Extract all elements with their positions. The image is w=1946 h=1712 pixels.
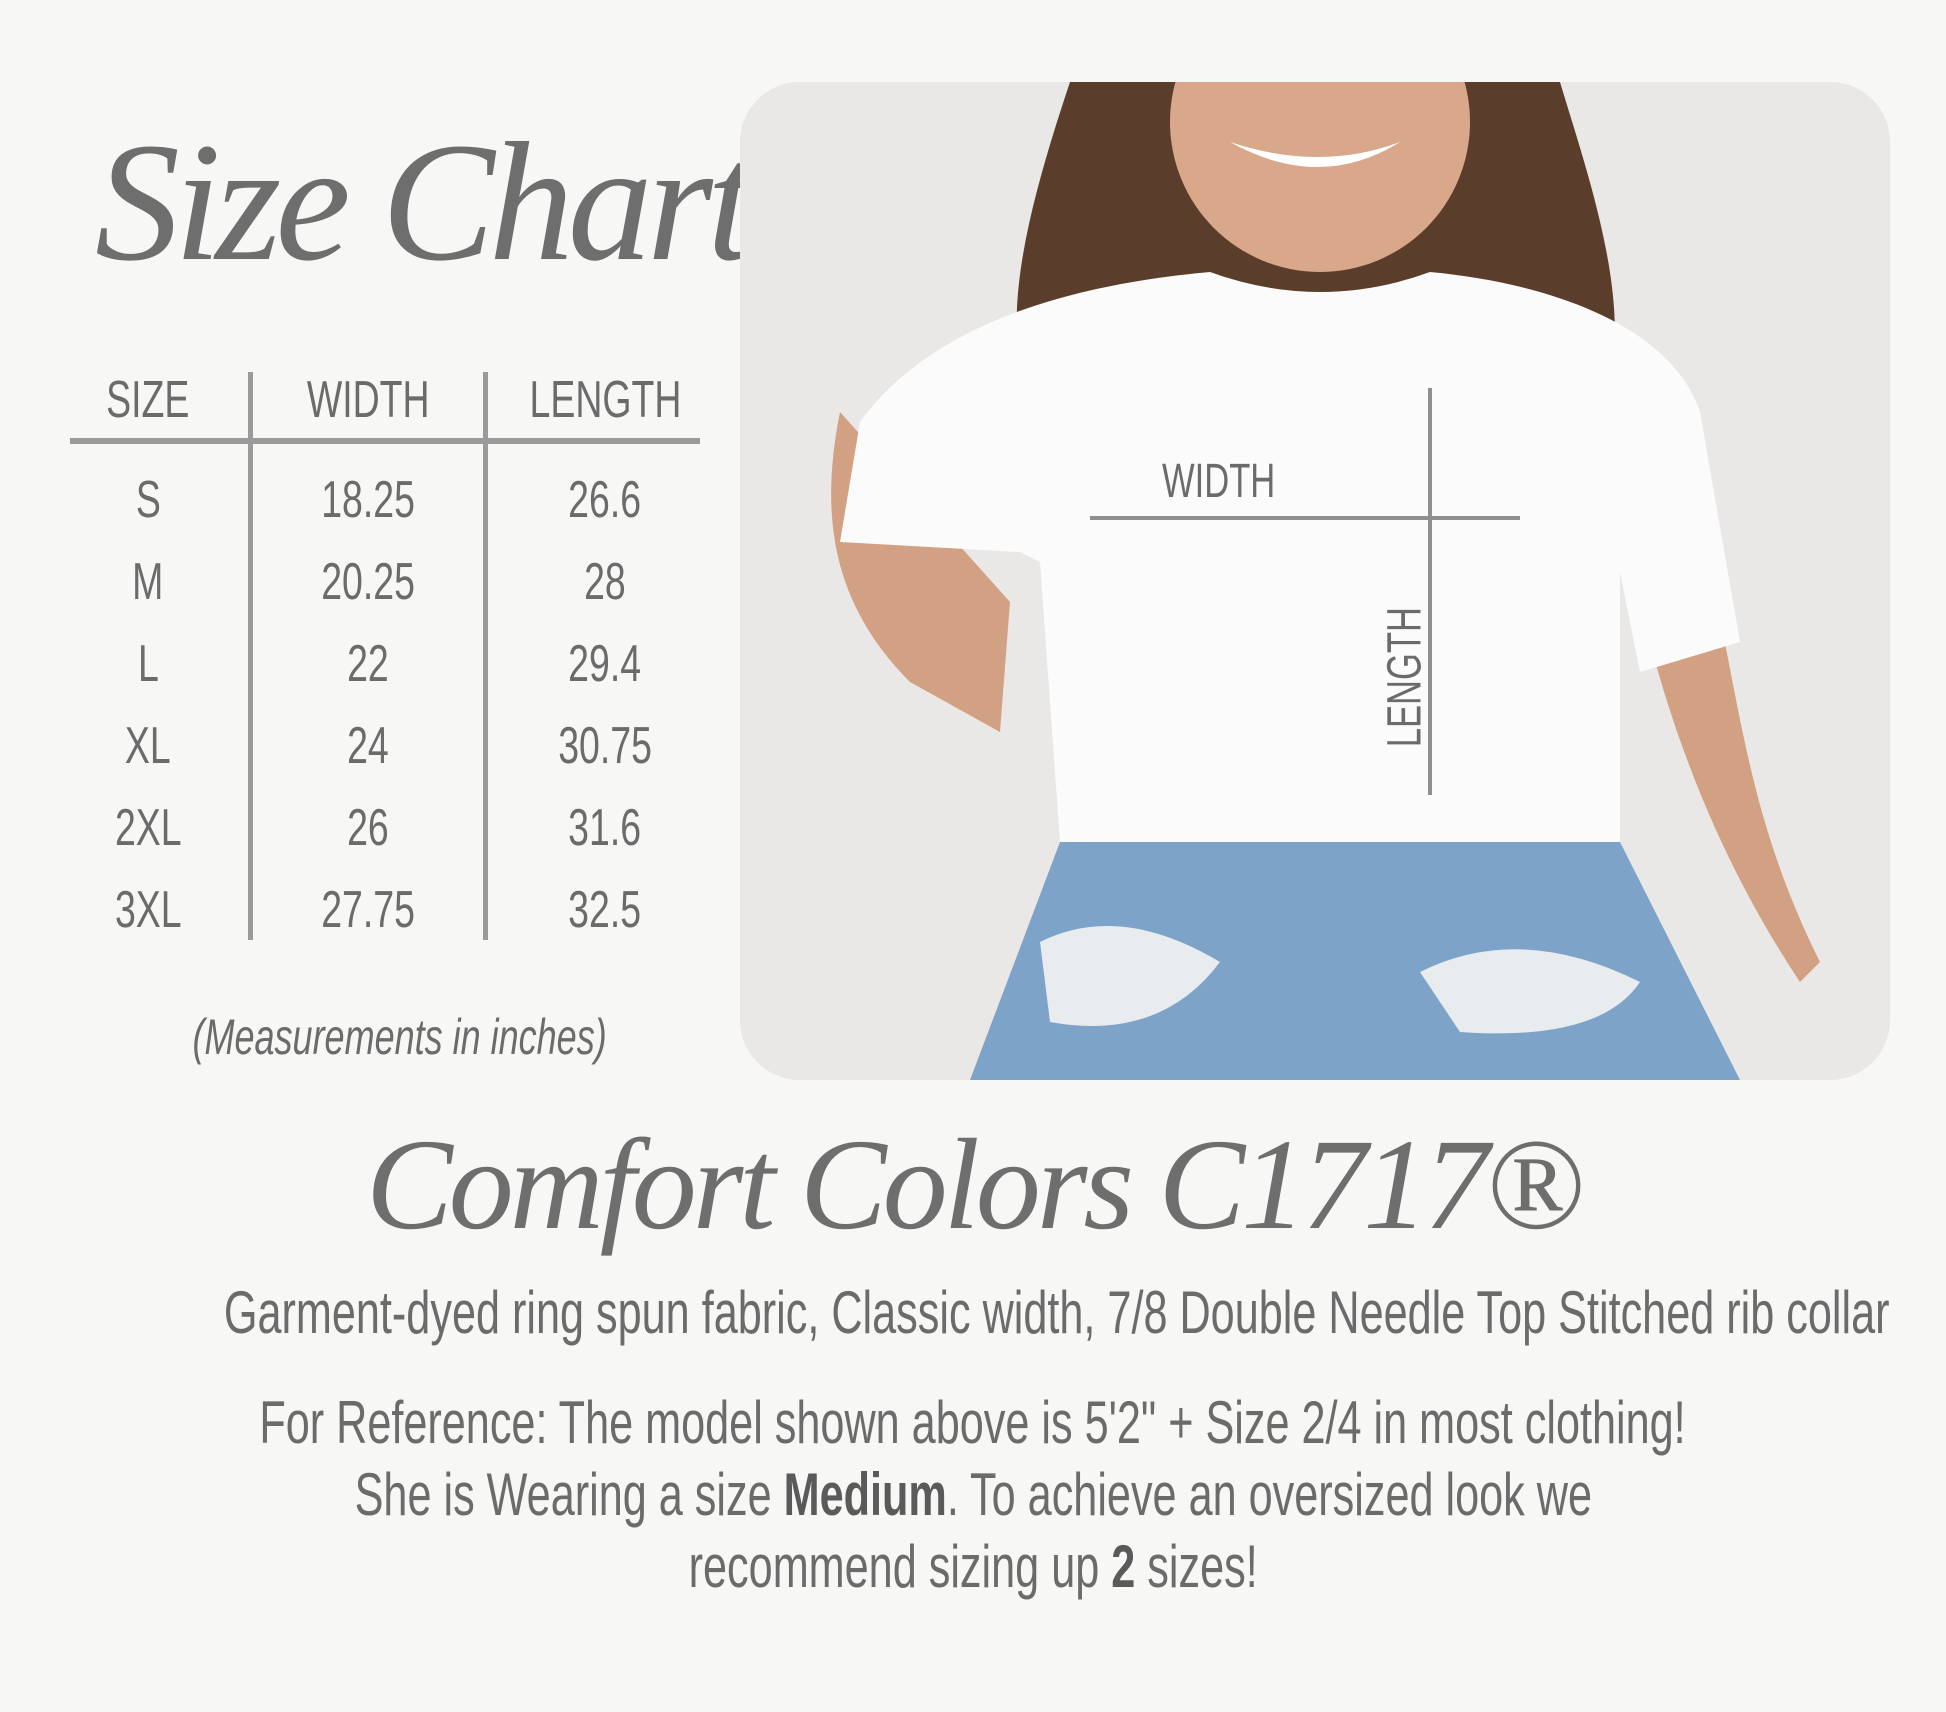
- cell-width: 26: [347, 799, 389, 857]
- cell-width: 27.75: [321, 881, 415, 939]
- header-width: WIDTH: [306, 371, 430, 429]
- width-label: WIDTH: [1162, 455, 1276, 508]
- cell-size: M: [132, 553, 164, 611]
- reference-line-3: recommend sizing up 2 sizes!: [688, 1533, 1258, 1600]
- cell-width: 20.25: [321, 553, 415, 611]
- product-description: Garment-dyed ring spun fabric, Classic w…: [223, 1279, 1890, 1346]
- size-chart-title: Size Chart: [95, 108, 754, 296]
- cell-width: 22: [347, 635, 389, 693]
- cell-size: S: [135, 471, 161, 529]
- cell-size: 3XL: [114, 881, 182, 939]
- column-divider: [248, 372, 253, 940]
- length-label: LENGTH: [1378, 607, 1432, 748]
- cell-length: 28: [584, 553, 626, 611]
- model-illustration: [740, 82, 1890, 1080]
- cell-length: 32.5: [568, 881, 642, 939]
- measurement-note: (Measurements in inches): [192, 1009, 608, 1065]
- size-worn: Medium: [783, 1461, 947, 1528]
- model-photo: WIDTH LENGTH: [740, 82, 1890, 1080]
- cell-length: 30.75: [558, 717, 652, 775]
- cell-length: 26.6: [568, 471, 642, 529]
- cell-length: 31.6: [568, 799, 642, 857]
- column-divider: [483, 372, 488, 940]
- header-divider: [70, 438, 700, 444]
- cell-width: 18.25: [321, 471, 415, 529]
- header-size: SIZE: [106, 371, 190, 429]
- header-length: LENGTH: [529, 371, 681, 429]
- cell-length: 29.4: [568, 635, 642, 693]
- cell-size: 2XL: [114, 799, 182, 857]
- reference-line-1: For Reference: The model shown above is …: [259, 1389, 1687, 1456]
- brand-title: Comfort Colors C1717®: [366, 1113, 1584, 1257]
- cell-size: XL: [125, 717, 171, 775]
- reference-line-2: She is Wearing a size Medium. To achieve…: [354, 1461, 1592, 1528]
- cell-size: L: [137, 635, 159, 693]
- cell-width: 24: [347, 717, 389, 775]
- size-up-count: 2: [1111, 1533, 1136, 1600]
